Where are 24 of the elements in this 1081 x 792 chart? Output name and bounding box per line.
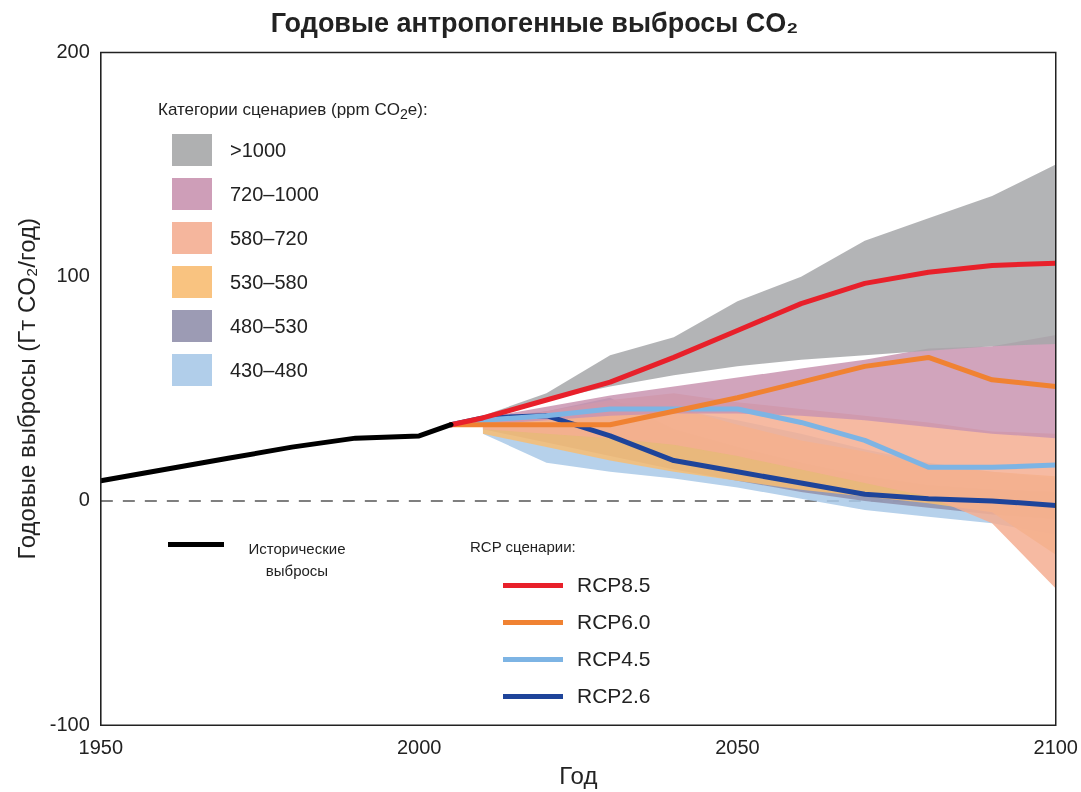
y-tick-label: 200 — [56, 39, 90, 62]
legend-label: Исторические выбросы — [247, 539, 347, 581]
legend-label: RCP6.0 — [577, 610, 651, 634]
legend-title: Категории сценариев (ppm CO$_{2}$e): — [158, 100, 428, 123]
y-axis-title: Годовые выбросы (Гт CO₂/год) — [13, 217, 41, 560]
legend-label: 480–530 — [230, 314, 308, 338]
x-tick-label: 1950 — [78, 735, 124, 758]
legend-label: RCP2.6 — [577, 684, 651, 708]
legend-label: 430–480 — [230, 358, 308, 382]
y-tick-label: 0 — [78, 488, 90, 511]
legend-label: 580–720 — [230, 226, 308, 250]
y-tick-label: 100 — [56, 264, 90, 287]
x-tick-label: 2000 — [396, 735, 442, 758]
legend-label: 530–580 — [230, 270, 308, 294]
chart-title: Годовые антропогенные выбросы CO₂ — [270, 7, 799, 38]
y-tick-label: -100 — [49, 712, 90, 735]
annotation: RCP сценарии: — [470, 538, 577, 555]
x-tick-label: 2100 — [1033, 735, 1078, 758]
x-axis-title: Год — [559, 762, 598, 790]
x-tick-label: 2050 — [715, 735, 760, 758]
legend-label: 720–1000 — [230, 182, 319, 206]
legend-label: RCP8.5 — [577, 573, 651, 597]
legend-label: RCP4.5 — [577, 647, 651, 671]
legend-label: >1000 — [230, 138, 287, 162]
